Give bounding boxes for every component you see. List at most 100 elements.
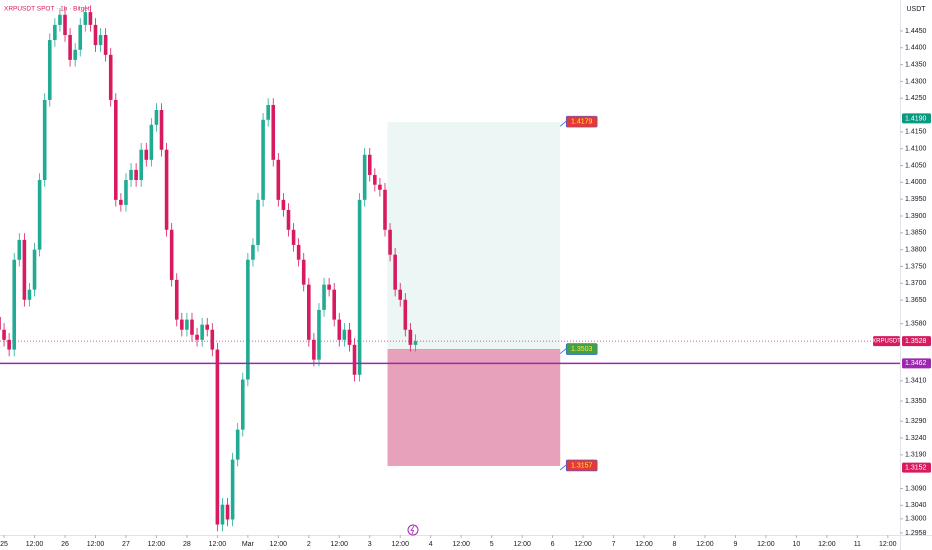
candle-body	[332, 289, 336, 320]
x-tick-label: 8	[673, 541, 677, 548]
candle-body	[398, 289, 403, 300]
candle-body	[378, 184, 382, 190]
candle-body	[63, 14, 67, 35]
candle-body	[230, 459, 235, 520]
y-tick-label: 1.3580	[905, 321, 927, 328]
candle-body	[362, 154, 367, 200]
candle-body	[367, 154, 372, 175]
candle-body	[266, 104, 270, 120]
candle-body	[27, 289, 32, 300]
candle-body	[159, 110, 164, 150]
y-tick-label: 1.4100	[905, 146, 927, 153]
x-tick-label: 25	[0, 541, 8, 548]
x-tick-label: 7	[612, 541, 616, 548]
x-tick-label: 12:00	[574, 541, 592, 548]
candle-body	[108, 54, 113, 100]
candle-body	[383, 189, 387, 230]
y-tick-label: 1.3900	[905, 213, 927, 220]
y-tick-label: 1.3350	[905, 398, 927, 405]
x-tick-label: 3	[368, 541, 372, 548]
symbol-tag-label: XRPUSDT	[872, 339, 901, 345]
price-marker-label: 1.4190	[905, 115, 927, 122]
candle-body	[240, 379, 245, 430]
candle-body	[296, 244, 301, 260]
candle-body	[251, 244, 255, 260]
candle-body	[47, 40, 52, 100]
candle-body	[169, 229, 174, 280]
y-tick-label: 1.4400	[905, 45, 927, 52]
candle-body	[7, 339, 11, 350]
candle-body	[2, 329, 6, 340]
candle-body	[235, 429, 240, 460]
candle-body	[200, 324, 204, 340]
y-tick-label: 1.2958	[905, 530, 927, 537]
line-price-tag	[902, 358, 931, 369]
candle-body	[164, 149, 169, 230]
x-tick-label: 27	[122, 541, 130, 548]
candle-body	[291, 229, 296, 245]
candle-body	[220, 504, 225, 525]
candle-body	[388, 229, 392, 255]
x-tick-label: 2	[307, 541, 311, 548]
candle-body	[144, 149, 149, 160]
candle-body	[225, 504, 230, 520]
candle-body	[53, 24, 57, 41]
line-price-tag-label: 1.3462	[905, 360, 927, 367]
loss-zone	[387, 349, 561, 466]
x-tick-label: 12:00	[818, 541, 836, 548]
y-tick-label: 1.3090	[905, 485, 927, 492]
candle-body	[246, 259, 250, 380]
position-tag	[565, 459, 598, 472]
candle-body	[185, 319, 189, 330]
candle-body	[413, 341, 418, 345]
x-tick-label: 5	[490, 541, 494, 548]
position-tag-label: 1.3157	[571, 462, 593, 469]
x-tick-label: 12:00	[87, 541, 105, 548]
candle-body	[114, 99, 118, 200]
candle-body	[347, 329, 352, 345]
x-tick-label: 12:00	[26, 541, 44, 548]
candle-body	[139, 149, 143, 180]
position-tag-label: 1.4179	[571, 118, 593, 125]
candle-body	[408, 329, 413, 345]
candle-body	[190, 319, 194, 335]
event-icon	[407, 524, 419, 536]
x-tick-label: 12:00	[879, 541, 897, 548]
candle-body	[103, 34, 108, 55]
x-tick-label: 28	[183, 541, 191, 548]
y-tick-label: 1.4300	[905, 78, 927, 85]
x-tick-label: 4	[429, 541, 433, 548]
candle-body	[327, 284, 331, 290]
y-tick-label: 1.3800	[905, 246, 927, 253]
price-marker	[902, 113, 931, 124]
candle-body	[119, 199, 123, 205]
last-price-tag	[902, 336, 931, 347]
y-tick-label: 1.3290	[905, 418, 927, 425]
y-tick-label: 1.4350	[905, 61, 927, 68]
y-tick-label: 1.4000	[905, 179, 927, 186]
candle-body	[134, 169, 138, 180]
x-tick-label: 12:00	[391, 541, 409, 548]
candle-body	[78, 24, 83, 50]
x-tick-label: 6	[551, 541, 555, 548]
candle-body	[73, 49, 77, 60]
candle-body	[215, 349, 220, 525]
y-tick-label: 1.4150	[905, 129, 927, 136]
y-tick-label: 1.3700	[905, 280, 927, 287]
candle-body	[93, 24, 98, 46]
candle-body	[42, 99, 47, 180]
x-tick-label: 12:00	[209, 541, 227, 548]
chart-title: XRPUSDT SPOT · 1h · Bitget	[4, 6, 90, 13]
candle-body	[403, 299, 408, 330]
candle-body	[12, 259, 17, 350]
candle-body	[271, 104, 276, 160]
candle-body	[149, 124, 154, 160]
currency-label: USDT	[906, 6, 926, 13]
profit-zone	[387, 122, 561, 350]
y-tick-label: 1.4050	[905, 162, 927, 169]
candle-body	[256, 199, 260, 245]
candle-body	[286, 209, 291, 230]
candle-body	[124, 180, 128, 205]
y-tick-label: 1.3000	[905, 516, 927, 523]
